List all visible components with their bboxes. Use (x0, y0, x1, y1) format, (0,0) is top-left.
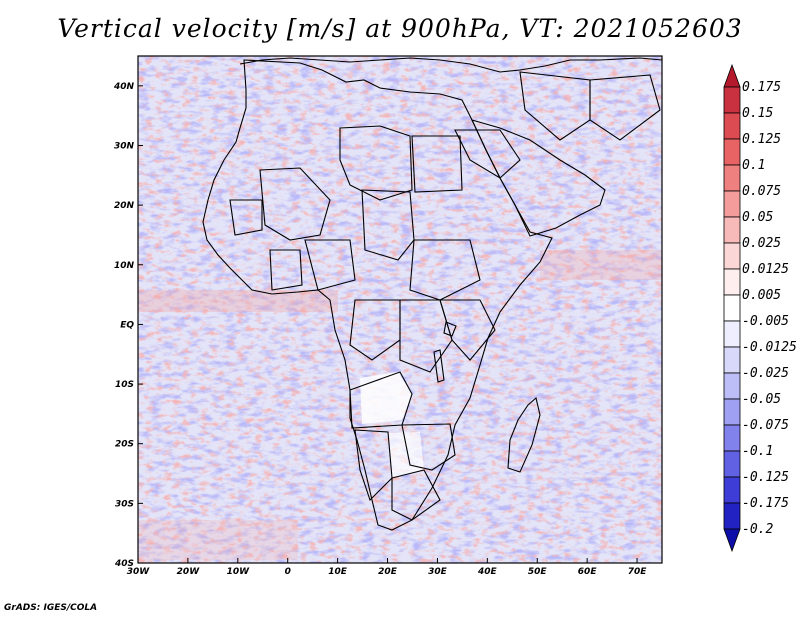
lat-tick-label: 20N (114, 201, 135, 211)
lat-tick-label: 30S (115, 499, 134, 509)
colorbar-level-label: 0.025 (742, 236, 781, 251)
lon-tick-label: 50E (528, 567, 548, 577)
lon-tick-label: 20E (378, 567, 398, 577)
longitude-axis: 30W 20W 10W 0 10E 20E 30E 40E 50E 60E 70E (127, 558, 647, 577)
coastlines-borders (202, 57, 662, 531)
lon-tick-label: 60E (578, 567, 598, 577)
colorbar-level-label: -0.025 (742, 366, 789, 381)
colorbar-level-label: 0.125 (742, 132, 781, 147)
colorbar-swatch (723, 268, 741, 296)
colorbar-swatch (723, 216, 741, 244)
colorbar-swatch (723, 346, 741, 374)
lon-tick-label: 70E (628, 567, 648, 577)
colorbar-level-label: 0.075 (742, 184, 781, 199)
colorbar-level-label: 0.175 (742, 80, 781, 95)
colorbar-level-label: 0.005 (742, 288, 781, 303)
lat-tick-label: 10N (114, 261, 135, 271)
colorbar-level-label: -0.125 (742, 470, 789, 485)
lon-tick-label: 0 (285, 567, 291, 577)
colorbar-swatch (723, 294, 741, 322)
colorbar-level-label: -0.2 (742, 522, 773, 537)
grads-credit: GrADS: IGES/COLA (4, 603, 98, 613)
colorbar-swatch (723, 242, 741, 270)
lon-tick-label: 10E (328, 567, 348, 577)
lon-tick-label: 40E (477, 567, 498, 577)
colorbar-swatch (723, 502, 741, 530)
lat-tick-label: 40S (114, 559, 134, 569)
lon-tick-label: 30W (127, 567, 151, 577)
lat-tick-label: 20S (115, 440, 134, 450)
lat-tick-label: 30N (114, 141, 135, 151)
lat-tick-label: 40N (113, 82, 135, 92)
colorbar-level-label: 0.15 (742, 106, 773, 121)
colorbar-level-label: 0.1 (742, 158, 765, 173)
colorbar-level-label: -0.0125 (742, 340, 797, 355)
colorbar-swatch (723, 320, 741, 348)
colorbar-level-label: -0.05 (742, 392, 781, 407)
plot-frame (137, 55, 663, 564)
colorbar-swatch (723, 164, 741, 192)
chart-title: Vertical velocity [m/s] at 900hPa, VT: 2… (57, 14, 743, 43)
lon-tick-label: 30E (428, 567, 448, 577)
colorbar-swatch (723, 424, 741, 452)
colorbar-swatch (723, 372, 741, 400)
colorbar-level-label: -0.075 (742, 418, 789, 433)
colorbar-swatch (723, 476, 741, 504)
colorbar-level-label: -0.005 (742, 314, 789, 329)
lon-tick-label: 10W (227, 567, 251, 577)
colorbar-swatch (723, 450, 741, 478)
colorbar-swatch (723, 398, 741, 426)
lat-tick-label: EQ (120, 320, 134, 330)
colorbar-swatch (723, 190, 741, 218)
lon-tick-label: 20W (177, 567, 201, 577)
colorbar-level-label: -0.1 (742, 444, 773, 459)
colorbar-swatch (723, 528, 741, 553)
latitude-axis: 40N 30N 20N 10N EQ 10S 20S 30S 40S (113, 82, 143, 569)
colorbar-swatch (723, 86, 741, 114)
lat-tick-label: 10S (115, 380, 134, 390)
colorbar-level-label: 0.05 (742, 210, 773, 225)
colorbar-level-label: -0.175 (742, 496, 789, 511)
colorbar-swatch (723, 63, 741, 88)
colorbar-level-label: 0.0125 (742, 262, 789, 277)
colorbar-swatch (723, 112, 741, 140)
colorbar-swatch (723, 138, 741, 166)
